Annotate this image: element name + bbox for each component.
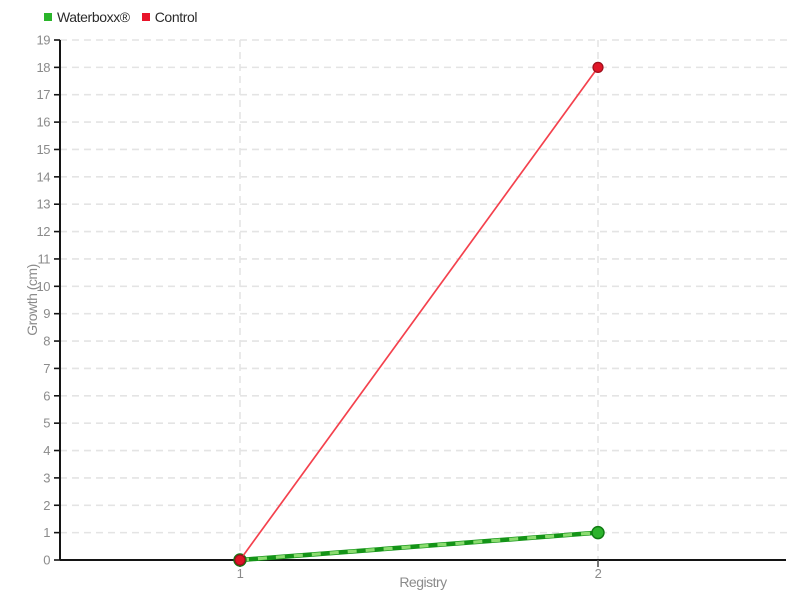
x-tick-label: 1 bbox=[237, 566, 244, 581]
y-tick-label: 13 bbox=[37, 197, 51, 212]
y-tick-label: 17 bbox=[37, 87, 51, 102]
y-tick-label: 0 bbox=[43, 553, 50, 568]
waterboxx-line bbox=[239, 530, 599, 563]
waterboxx-swatch-icon bbox=[44, 13, 52, 21]
legend-item-waterboxx[interactable]: Waterboxx® bbox=[44, 10, 130, 24]
x-axis-title: Registry bbox=[399, 574, 447, 590]
y-tick-label: 9 bbox=[43, 306, 50, 321]
control-swatch-icon bbox=[141, 13, 150, 21]
y-tick-label: 1 bbox=[43, 525, 50, 540]
control-data-point bbox=[234, 554, 246, 566]
y-axis-title: Growth (cm) bbox=[24, 264, 40, 336]
y-tick-label: 8 bbox=[43, 334, 50, 349]
y-tick-label: 6 bbox=[43, 388, 50, 403]
y-tick-label: 14 bbox=[37, 169, 51, 184]
y-tick-label: 12 bbox=[37, 224, 51, 239]
y-tick-label: 11 bbox=[38, 251, 51, 266]
legend-label-waterboxx: Waterboxx® bbox=[57, 9, 130, 25]
y-tick-label: 10 bbox=[37, 279, 51, 294]
y-tick-label: 4 bbox=[43, 443, 50, 458]
y-tick-label: 15 bbox=[37, 142, 51, 157]
legend-item-control[interactable]: Control bbox=[141, 9, 198, 25]
y-tick-label: 18 bbox=[37, 60, 51, 75]
y-tick-label: 16 bbox=[37, 115, 51, 130]
legend-label-control: Control bbox=[154, 9, 198, 25]
control-line bbox=[239, 66, 599, 561]
control-data-point bbox=[592, 61, 604, 73]
waterboxx-line-dash-overlay bbox=[239, 531, 599, 562]
y-tick-label: 2 bbox=[43, 498, 50, 513]
x-tick-label: 2 bbox=[595, 566, 602, 581]
y-tick-label: 3 bbox=[43, 470, 50, 485]
chart-legend: Waterboxx® Control bbox=[44, 10, 197, 24]
y-tick-label: 5 bbox=[43, 416, 50, 431]
y-tick-label: 19 bbox=[37, 33, 51, 48]
y-tick-label: 7 bbox=[43, 361, 50, 376]
waterboxx-data-point bbox=[591, 525, 605, 540]
